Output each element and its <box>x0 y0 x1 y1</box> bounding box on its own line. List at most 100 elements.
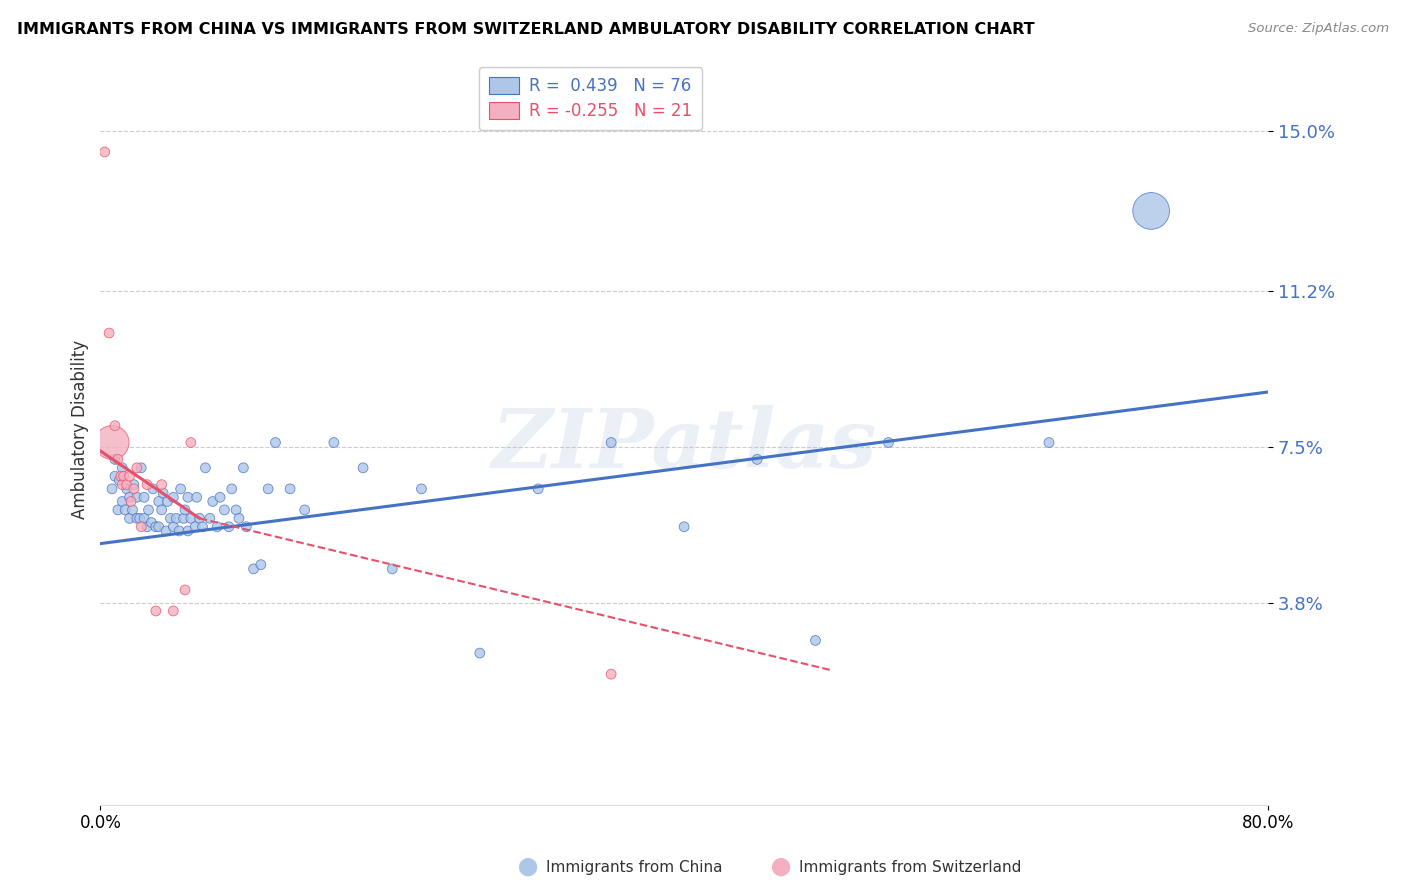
Point <box>201 494 224 508</box>
Point <box>155 524 177 538</box>
Point <box>101 435 124 450</box>
Point <box>115 482 138 496</box>
Point <box>205 520 228 534</box>
Point <box>107 452 129 467</box>
Point <box>134 511 156 525</box>
Point <box>214 503 236 517</box>
Point <box>150 503 173 517</box>
Point <box>167 524 190 538</box>
Point <box>225 503 247 517</box>
Text: ⬤: ⬤ <box>770 858 790 876</box>
Point <box>159 511 181 525</box>
Point <box>118 490 141 504</box>
Point <box>118 469 141 483</box>
Point <box>1038 435 1060 450</box>
Point <box>136 477 159 491</box>
Point <box>180 511 202 525</box>
Point <box>142 482 165 496</box>
Point <box>352 460 374 475</box>
Point <box>235 520 257 534</box>
Point <box>104 469 127 483</box>
Point <box>148 520 170 534</box>
Point <box>152 486 174 500</box>
Point <box>411 482 433 496</box>
Point <box>156 494 179 508</box>
Point <box>112 469 135 483</box>
Text: ZIPatlas: ZIPatlas <box>491 405 877 485</box>
Point <box>186 490 208 504</box>
Point <box>110 469 132 483</box>
Point <box>122 477 145 491</box>
Point <box>278 482 301 496</box>
Point <box>177 524 200 538</box>
Point <box>184 520 207 534</box>
Point <box>169 482 191 496</box>
Point <box>194 460 217 475</box>
Text: ⬤: ⬤ <box>517 858 537 876</box>
Point <box>191 520 214 534</box>
Text: Immigrants from Switzerland: Immigrants from Switzerland <box>799 860 1021 874</box>
Point <box>322 435 344 450</box>
Point <box>188 511 211 525</box>
Point <box>125 490 148 504</box>
Point <box>180 435 202 450</box>
Legend: R =  0.439   N = 76, R = -0.255   N = 21: R = 0.439 N = 76, R = -0.255 N = 21 <box>479 67 702 130</box>
Point <box>381 562 404 576</box>
Point <box>745 452 768 467</box>
Point <box>121 503 143 517</box>
Point <box>804 633 827 648</box>
Point <box>250 558 273 572</box>
Point <box>877 435 900 450</box>
Point <box>118 511 141 525</box>
Point <box>104 418 127 433</box>
Point <box>136 520 159 534</box>
Point <box>177 490 200 504</box>
Point <box>264 435 287 450</box>
Point <box>125 511 148 525</box>
Point <box>98 326 121 340</box>
Point <box>129 460 152 475</box>
Point <box>128 511 150 525</box>
Point <box>148 494 170 508</box>
Point <box>527 482 550 496</box>
Point <box>101 482 124 496</box>
Point <box>600 435 623 450</box>
Point <box>104 452 127 467</box>
Point <box>174 503 197 517</box>
Point <box>108 474 131 488</box>
Point <box>120 494 142 508</box>
Point <box>114 503 136 517</box>
Point <box>242 562 264 576</box>
Point <box>162 520 184 534</box>
Point <box>138 503 160 517</box>
Point <box>208 490 231 504</box>
Point <box>673 520 696 534</box>
Point <box>93 145 115 159</box>
Point <box>150 477 173 491</box>
Point <box>111 477 134 491</box>
Point <box>257 482 280 496</box>
Point <box>1140 203 1163 218</box>
Text: Source: ZipAtlas.com: Source: ZipAtlas.com <box>1249 22 1389 36</box>
Point <box>218 520 240 534</box>
Point <box>125 460 148 475</box>
Point <box>468 646 491 660</box>
Point <box>600 667 623 681</box>
Point <box>228 511 250 525</box>
Point <box>141 516 163 530</box>
Point <box>162 604 184 618</box>
Point <box>129 520 152 534</box>
Point <box>107 503 129 517</box>
Point <box>145 520 167 534</box>
Text: Immigrants from China: Immigrants from China <box>546 860 723 874</box>
Point <box>111 460 134 475</box>
Point <box>165 511 187 525</box>
Point <box>115 477 138 491</box>
Point <box>294 503 316 517</box>
Text: IMMIGRANTS FROM CHINA VS IMMIGRANTS FROM SWITZERLAND AMBULATORY DISABILITY CORRE: IMMIGRANTS FROM CHINA VS IMMIGRANTS FROM… <box>17 22 1035 37</box>
Point <box>145 604 167 618</box>
Point <box>232 460 254 475</box>
Point <box>134 490 156 504</box>
Point <box>198 511 221 525</box>
Point <box>111 494 134 508</box>
